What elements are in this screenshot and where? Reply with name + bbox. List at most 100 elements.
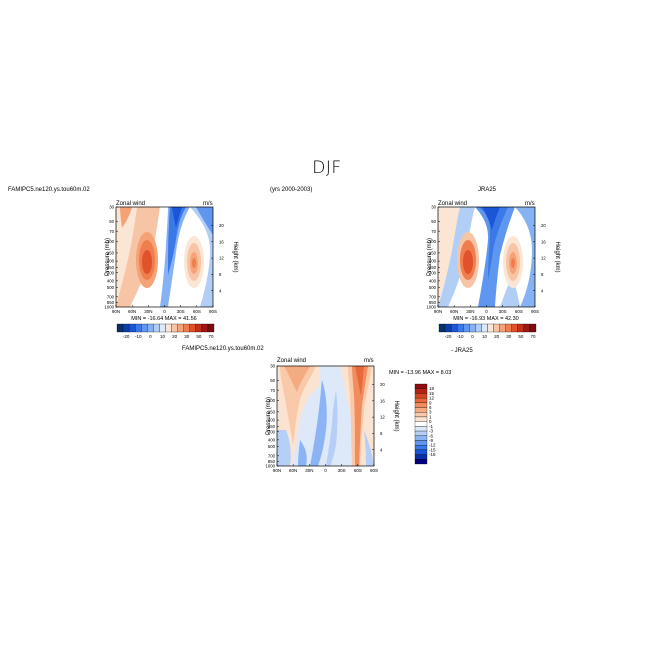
y-tick-label: 150 (268, 409, 276, 414)
colorbar-swatch (147, 323, 154, 333)
y-tick-label: 500 (107, 285, 115, 290)
y-tick-label: 300 (429, 270, 437, 275)
colorbar-swatch (511, 323, 518, 333)
colorbar-swatch (457, 323, 464, 333)
main-title: DJF (312, 158, 342, 178)
colorbar-swatch (499, 323, 506, 333)
colorbar-swatch (195, 323, 203, 333)
x-tick-label: 30S (177, 309, 185, 314)
x-tick-label: 30N (144, 309, 152, 314)
x-tick-label: 30N (305, 468, 313, 473)
colorbar-swatch (414, 430, 428, 436)
y-tick-label: 300 (107, 270, 115, 275)
x-tick-label: 60N (450, 309, 458, 314)
colorbar-swatch (414, 388, 428, 394)
y-tick-label: 30 (270, 364, 275, 369)
units-label-1: m/s (203, 201, 213, 207)
colorbar-swatch (463, 323, 470, 333)
colorbar-label: 20 (172, 334, 178, 339)
y2-tick-label: 4 (219, 288, 222, 293)
colorbar-label: -20 (123, 334, 130, 339)
units-label-3: m/s (364, 358, 374, 364)
colorbar-swatch (153, 323, 160, 333)
y-tick-label: 200 (268, 418, 276, 423)
y-tick-label: 400 (429, 278, 437, 283)
colorbar-swatch (414, 445, 428, 451)
y-tick-label: 700 (429, 294, 437, 299)
y-tick-label: 700 (107, 294, 115, 299)
colorbar-label: -10 (135, 334, 142, 339)
y-tick-label: 850 (429, 300, 437, 305)
x-tick-label: 90S (531, 309, 539, 314)
y2-tick-label: 8 (219, 272, 222, 277)
colorbar-label: -9 (429, 438, 433, 443)
x-tick-label: 90S (209, 309, 217, 314)
y-tick-label: 300 (268, 429, 276, 434)
colorbar-label: -6 (429, 433, 433, 438)
y-tick-label: 50 (431, 219, 436, 224)
colorbar-swatch (141, 323, 148, 333)
colorbar-label: -12 (429, 443, 436, 448)
colorbar-swatch (159, 323, 166, 333)
colorbar-swatch (517, 323, 525, 333)
colorbar-swatch (165, 323, 172, 333)
colorbar-swatch (122, 323, 130, 333)
y-tick-label: 400 (268, 437, 276, 442)
x-tick-label: 60N (128, 309, 136, 314)
colorbar-label: -10 (457, 334, 464, 339)
colorbar-label: 12 (429, 396, 435, 401)
colorbar-swatch (207, 323, 215, 333)
colorbar-label: 70 (208, 334, 214, 339)
colorbar-swatch (414, 426, 428, 432)
colorbar-swatch (128, 323, 136, 333)
axes-layer: 90N 60N 30N 0 30S 60S 90S305070100150200250300… (104, 205, 546, 473)
y2-tick-label: 12 (541, 256, 546, 261)
x-tick-label: 60S (354, 468, 362, 473)
y-tick-label: 200 (107, 259, 115, 264)
y-tick-label: 1000 (104, 305, 114, 310)
y-tick-label: 250 (429, 265, 437, 270)
colorbar-swatch (414, 421, 428, 427)
y2-tick-label: 8 (380, 431, 383, 436)
y2-tick-label: 12 (380, 415, 385, 420)
colorbar-swatch (505, 323, 512, 333)
colorbar-label: 10 (160, 334, 166, 339)
colorbar-label: -3 (429, 429, 433, 434)
ylabel-1: Pressure (mb) (105, 238, 111, 276)
colorbar-label: 0 (149, 334, 152, 339)
colorbar-swatch (493, 323, 500, 333)
y-tick-label: 150 (107, 250, 115, 255)
y2-tick-label: 4 (380, 447, 383, 452)
y-tick-label: 50 (270, 378, 275, 383)
colorbar-swatch (414, 412, 428, 418)
x-tick-label: 60S (515, 309, 523, 314)
colorbar-label: 1 (429, 414, 432, 419)
y-tick-label: 500 (429, 285, 437, 290)
colorbar-swatch (414, 449, 428, 455)
y-tick-label: 50 (109, 219, 114, 224)
y2-tick-label: 20 (219, 223, 224, 228)
colorbar-swatch (414, 416, 428, 422)
colorbar-swatch (444, 323, 452, 333)
x-tick-label: 60S (193, 309, 201, 314)
y2label-2: Height (km) (554, 241, 560, 272)
x-tick-label: 60N (289, 468, 297, 473)
y2-tick-label: 12 (219, 256, 224, 261)
x-tick-label: 30S (338, 468, 346, 473)
colorbar-swatch (469, 323, 476, 333)
y-tick-label: 70 (109, 229, 114, 234)
colorbar-label: 50 (518, 334, 524, 339)
colorbar-swatch (414, 393, 428, 399)
y-tick-label: 30 (431, 205, 436, 210)
colorbar-swatch (414, 440, 428, 446)
x-tick-label: 0 (324, 468, 327, 473)
x-tick-label: 30S (499, 309, 507, 314)
y-tick-label: 70 (431, 229, 436, 234)
colorbar-swatch (414, 459, 428, 465)
colorbar-swatch (414, 435, 428, 441)
y2-tick-label: 8 (541, 272, 544, 277)
colorbar-label: 70 (530, 334, 536, 339)
colorbar-swatch (414, 454, 428, 460)
colorbar-swatch (177, 323, 184, 333)
colorbar-swatch (189, 323, 196, 333)
